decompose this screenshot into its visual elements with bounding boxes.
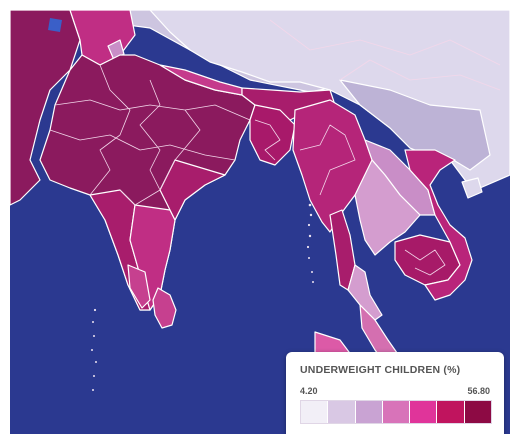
region-hainan[interactable] (461, 177, 483, 199)
legend-swatch-7[interactable] (464, 401, 491, 423)
choropleth-map[interactable] (10, 10, 510, 434)
region-myanmar[interactable] (292, 99, 381, 233)
region-india-east[interactable] (159, 159, 226, 221)
region-india-tamil[interactable] (127, 264, 151, 309)
region-bangladesh[interactable] (249, 104, 296, 166)
region-india-borders-5 (119, 109, 201, 206)
legend-swatch-5[interactable] (410, 401, 438, 423)
legend-swatch-2[interactable] (328, 401, 356, 423)
region-india-borders-3 (89, 64, 131, 196)
region-india-borders-1 (54, 99, 251, 121)
region-vietnam-north[interactable] (404, 149, 473, 301)
region-india-borders-4 (139, 79, 161, 191)
region-cambodia-borders (404, 249, 446, 276)
legend-swatch-1[interactable] (301, 401, 329, 423)
map-frame[interactable]: UNDERWEIGHT CHILDREN (%) 4.20 56.80 (10, 10, 510, 434)
legend-swatch-3[interactable] (355, 401, 383, 423)
legend-title: UNDERWEIGHT CHILDREN (%) (300, 364, 461, 376)
region-china-borders-2 (339, 59, 501, 91)
region-india-borders-2 (49, 129, 236, 161)
region-china-borders (269, 19, 501, 66)
island-chains (91, 203, 314, 391)
region-myanmar-borders (299, 124, 356, 196)
map-legend: UNDERWEIGHT CHILDREN (%) 4.20 56.80 (286, 352, 504, 434)
region-china-south[interactable] (339, 79, 491, 171)
legend-min-label: 4.20 (300, 386, 318, 396)
legend-swatch-4[interactable] (382, 401, 411, 423)
lake (48, 18, 62, 32)
region-sri-lanka[interactable] (152, 287, 177, 329)
legend-max-label: 56.80 (467, 386, 490, 396)
region-bangladesh-borders (254, 119, 281, 161)
legend-color-scale (300, 400, 492, 424)
legend-swatch-6[interactable] (437, 401, 465, 423)
region-thailand[interactable] (354, 159, 421, 256)
